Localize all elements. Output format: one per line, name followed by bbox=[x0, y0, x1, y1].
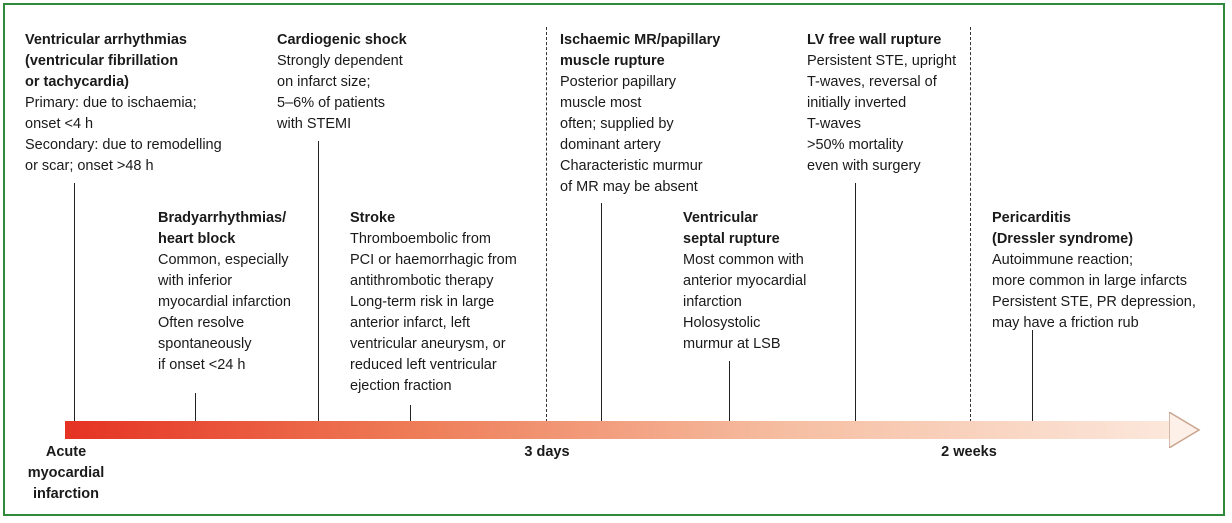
event-line: may have a friction rub bbox=[992, 315, 1139, 331]
event-line: Long-term risk in large bbox=[350, 294, 495, 310]
event-line: more common in large infarcts bbox=[992, 273, 1188, 289]
event-line: 5–6% of patients bbox=[277, 95, 386, 111]
event-line: infarction bbox=[683, 294, 742, 310]
event-line: often; supplied by bbox=[560, 116, 674, 132]
event-lv-free-wall-rupture: LV free wall rupture Persistent STE, upr… bbox=[807, 30, 956, 177]
event-line: Autoimmune reaction; bbox=[992, 252, 1134, 268]
event-cardiogenic-shock: Cardiogenic shock Strongly dependent on … bbox=[277, 30, 407, 135]
event-line: anterior infarct, left bbox=[350, 315, 471, 331]
event-line: Characteristic murmur bbox=[560, 158, 703, 174]
event-line: Common, especially bbox=[158, 252, 289, 268]
event-line: onset <4 h bbox=[25, 116, 94, 132]
event-line: even with surgery bbox=[807, 158, 921, 174]
axis-label-acute-mi: Acute myocardial infarction bbox=[27, 444, 105, 502]
event-title: LV free wall rupture bbox=[807, 32, 942, 48]
event-line: if onset <24 h bbox=[158, 357, 246, 373]
event-line: >50% mortality bbox=[807, 137, 904, 153]
event-title: Pericarditis (Dressler syndrome) bbox=[992, 210, 1134, 247]
event-line: Primary: due to ischaemia; bbox=[25, 95, 197, 111]
event-line: PCI or haemorrhagic from bbox=[350, 252, 517, 268]
tick-septal-rupture bbox=[729, 361, 730, 421]
event-line: T-waves bbox=[807, 116, 861, 132]
event-title: Cardiogenic shock bbox=[277, 32, 407, 48]
axis-label-2-weeks: 2 weeks bbox=[941, 444, 997, 460]
diagram-frame: Ventricular arrhythmias (ventricular fib… bbox=[3, 3, 1225, 516]
event-septal-rupture: Ventricular septal rupture Most common w… bbox=[683, 208, 806, 355]
event-title: Ventricular septal rupture bbox=[683, 210, 780, 247]
event-line: Strongly dependent bbox=[277, 53, 403, 69]
event-line: initially inverted bbox=[807, 95, 907, 111]
event-ischaemic-mr: Ischaemic MR/papillary muscle rupture Po… bbox=[560, 30, 720, 198]
event-line: ejection fraction bbox=[350, 378, 452, 394]
event-line: Holosystolic bbox=[683, 315, 761, 331]
event-line: spontaneously bbox=[158, 336, 252, 352]
event-line: anterior myocardial bbox=[683, 273, 807, 289]
event-line: Thromboembolic from bbox=[350, 231, 492, 247]
event-line: Persistent STE, upright bbox=[807, 53, 957, 69]
timeline-arrow-shaft bbox=[65, 421, 1185, 439]
event-title: Bradyarrhythmias/ heart block bbox=[158, 210, 287, 247]
tick-pericarditis bbox=[1032, 330, 1033, 421]
tick-cardiogenic-shock bbox=[318, 141, 319, 421]
separator-2-weeks bbox=[970, 27, 971, 422]
event-bradyarrhythmias: Bradyarrhythmias/ heart block Common, es… bbox=[158, 208, 291, 376]
event-line: Often resolve bbox=[158, 315, 245, 331]
event-line: Secondary: due to remodelling bbox=[25, 137, 222, 153]
event-line: T-waves, reversal of bbox=[807, 74, 937, 90]
tick-stroke bbox=[410, 405, 411, 421]
event-line: Most common with bbox=[683, 252, 804, 268]
event-line: or scar; onset >48 h bbox=[25, 158, 154, 174]
event-ventricular-arrhythmias: Ventricular arrhythmias (ventricular fib… bbox=[25, 30, 222, 177]
timeline-arrow-head bbox=[1169, 412, 1201, 448]
event-line: Posterior papillary bbox=[560, 74, 677, 90]
event-title: Ischaemic MR/papillary muscle rupture bbox=[560, 32, 721, 69]
axis-label-3-days: 3 days bbox=[524, 444, 570, 460]
event-line: Persistent STE, PR depression, bbox=[992, 294, 1196, 310]
event-line: with STEMI bbox=[277, 116, 352, 132]
tick-ischaemic-mr bbox=[601, 203, 602, 421]
event-stroke: Stroke Thromboembolic from PCI or haemor… bbox=[350, 208, 517, 397]
event-title: Ventricular arrhythmias (ventricular fib… bbox=[25, 32, 187, 90]
event-line: antithrombotic therapy bbox=[350, 273, 494, 289]
event-line: murmur at LSB bbox=[683, 336, 781, 352]
event-title: Stroke bbox=[350, 210, 396, 226]
event-line: ventricular aneurysm, or bbox=[350, 336, 506, 352]
event-pericarditis: Pericarditis (Dressler syndrome) Autoimm… bbox=[992, 208, 1196, 334]
event-line: with inferior bbox=[158, 273, 233, 289]
separator-3-days bbox=[546, 27, 547, 422]
tick-lv-free-wall-rupture bbox=[855, 183, 856, 421]
event-line: muscle most bbox=[560, 95, 642, 111]
event-line: of MR may be absent bbox=[560, 179, 698, 195]
event-line: myocardial infarction bbox=[158, 294, 291, 310]
event-line: reduced left ventricular bbox=[350, 357, 497, 373]
event-line: on infarct size; bbox=[277, 74, 371, 90]
tick-bradyarrhythmias bbox=[195, 393, 196, 421]
event-line: dominant artery bbox=[560, 137, 661, 153]
tick-ventricular-arrhythmias bbox=[74, 183, 75, 421]
